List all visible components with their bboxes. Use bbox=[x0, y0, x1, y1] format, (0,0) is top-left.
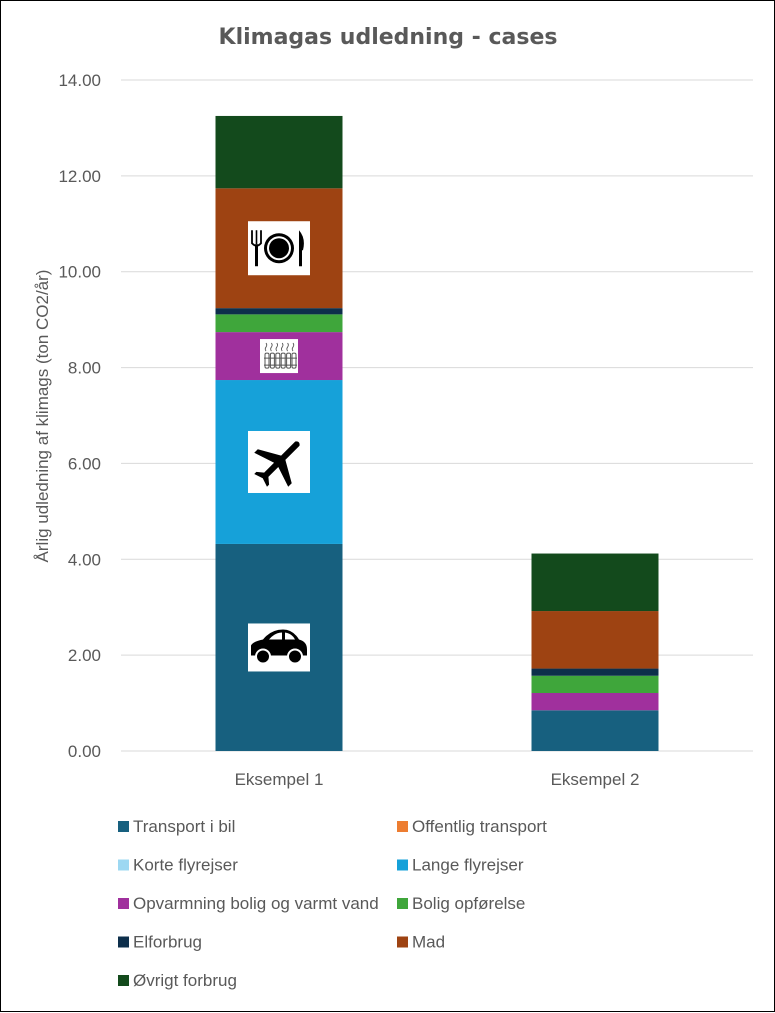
legend-label: Korte flyrejser bbox=[133, 856, 238, 875]
legend-label: Opvarmning bolig og varmt vand bbox=[133, 894, 379, 913]
legend-swatch bbox=[397, 821, 408, 832]
legend-item: Elforbrug bbox=[118, 933, 202, 952]
bars bbox=[215, 115, 659, 751]
bar-segment bbox=[531, 553, 659, 612]
legend-label: Bolig opførelse bbox=[412, 894, 525, 913]
radiator-icon bbox=[260, 339, 298, 374]
legend-item: Bolig opførelse bbox=[397, 894, 525, 913]
legend-swatch bbox=[397, 898, 408, 909]
y-tick-label: 14.00 bbox=[58, 71, 101, 90]
legend-swatch bbox=[118, 936, 129, 948]
legend-label: Mad bbox=[412, 933, 445, 952]
plate-cutlery-icon bbox=[248, 221, 310, 276]
y-axis-title: Årlig udledning af klimags (ton CO2/år) bbox=[33, 270, 52, 563]
car-icon bbox=[248, 623, 310, 672]
bar-segment bbox=[531, 675, 659, 694]
bar-segment bbox=[215, 115, 343, 189]
legend-item: Transport i bil bbox=[118, 817, 235, 836]
y-tick-label: 10.00 bbox=[58, 263, 101, 282]
y-tick-label: 2.00 bbox=[68, 646, 101, 665]
legend-item: Korte flyrejser bbox=[118, 856, 238, 875]
bar-segment bbox=[531, 611, 659, 669]
legend-item: Offentlig transport bbox=[397, 817, 547, 836]
y-axis-ticks: 0.00 2.00 4.00 6.00 8.00 10.00 12.00 14.00 bbox=[58, 71, 101, 761]
bar-segment bbox=[215, 308, 343, 315]
bar-segment bbox=[531, 693, 659, 711]
legend-item: Mad bbox=[397, 933, 445, 952]
airplane-icon bbox=[248, 430, 310, 493]
legend-swatch bbox=[118, 821, 129, 832]
legend-swatch bbox=[397, 859, 408, 871]
legend-label: Lange flyrejser bbox=[412, 856, 524, 875]
legend-item: Øvrigt forbrug bbox=[118, 971, 237, 990]
legend-swatch bbox=[118, 859, 129, 871]
chart-title: Klimagas udledning - cases bbox=[219, 25, 558, 50]
y-tick-label: 8.00 bbox=[68, 359, 101, 378]
y-tick-label: 12.00 bbox=[58, 167, 101, 186]
y-tick-label: 0.00 bbox=[68, 742, 101, 761]
bar-segment bbox=[531, 710, 659, 751]
x-tick-label: Eksempel 1 bbox=[235, 770, 324, 789]
bar-segment bbox=[531, 668, 659, 676]
x-tick-label: Eksempel 2 bbox=[551, 770, 640, 789]
legend-item: Opvarmning bolig og varmt vand bbox=[118, 894, 379, 913]
legend-label: Offentlig transport bbox=[412, 817, 547, 836]
legend-label: Elforbrug bbox=[133, 933, 202, 952]
legend-swatch bbox=[118, 898, 129, 909]
legend-swatch bbox=[118, 975, 129, 986]
legend-swatch bbox=[397, 936, 408, 948]
x-axis-ticks: Eksempel 1 Eksempel 2 bbox=[235, 770, 640, 789]
y-tick-label: 4.00 bbox=[68, 550, 101, 569]
legend-label: Øvrigt forbrug bbox=[133, 971, 237, 990]
legend-label: Transport i bil bbox=[133, 817, 235, 836]
legend-item: Lange flyrejser bbox=[397, 856, 524, 875]
legend: Transport i bil Offentlig transport Korte … bbox=[118, 817, 547, 990]
bar-segment bbox=[215, 314, 343, 333]
y-tick-label: 6.00 bbox=[68, 454, 101, 473]
